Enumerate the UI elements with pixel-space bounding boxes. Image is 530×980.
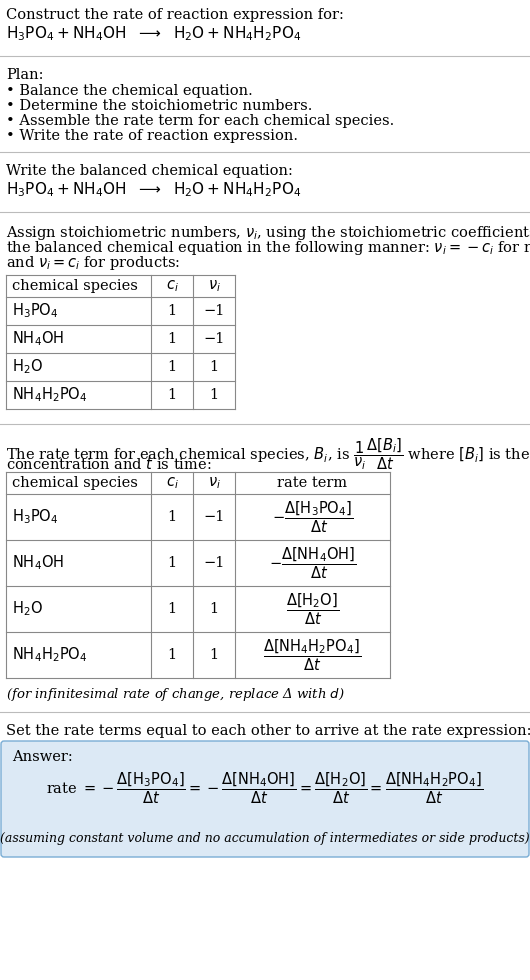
Text: 1: 1 [209,648,218,662]
Text: $\mathrm{H_2O}$: $\mathrm{H_2O}$ [12,358,43,376]
Text: $\nu_i$: $\nu_i$ [208,475,220,491]
Text: Answer:: Answer: [12,750,73,764]
Text: chemical species: chemical species [12,279,138,293]
Text: 1: 1 [167,510,176,524]
Text: $c_i$: $c_i$ [165,278,179,294]
Text: • Balance the chemical equation.: • Balance the chemical equation. [6,84,253,98]
Text: 1: 1 [209,602,218,616]
Text: (assuming constant volume and no accumulation of intermediates or side products): (assuming constant volume and no accumul… [0,832,530,845]
Text: −1: −1 [204,510,225,524]
Text: $\mathrm{NH_4H_2PO_4}$: $\mathrm{NH_4H_2PO_4}$ [12,646,87,664]
FancyBboxPatch shape [1,741,529,857]
Text: • Assemble the rate term for each chemical species.: • Assemble the rate term for each chemic… [6,114,394,128]
Text: $c_i$: $c_i$ [165,475,179,491]
Text: −1: −1 [204,556,225,570]
Text: −1: −1 [204,332,225,346]
Text: Construct the rate of reaction expression for:: Construct the rate of reaction expressio… [6,8,344,22]
Text: $\mathrm{H_3PO_4}$: $\mathrm{H_3PO_4}$ [12,302,58,320]
Text: $\mathrm{H_3PO_4}$: $\mathrm{H_3PO_4}$ [12,508,58,526]
Text: $\mathrm{H_3PO_4 + NH_4OH}$  $\longrightarrow$  $\mathrm{H_2O + NH_4H_2PO_4}$: $\mathrm{H_3PO_4 + NH_4OH}$ $\longrighta… [6,180,302,199]
Text: $-\dfrac{\Delta[\mathrm{H_3PO_4}]}{\Delta t}$: $-\dfrac{\Delta[\mathrm{H_3PO_4}]}{\Delt… [272,499,353,535]
Text: Assign stoichiometric numbers, $\nu_i$, using the stoichiometric coefficients, $: Assign stoichiometric numbers, $\nu_i$, … [6,224,530,242]
Text: rate $= -\dfrac{\Delta[\mathrm{H_3PO_4}]}{\Delta t} = -\dfrac{\Delta[\mathrm{NH_: rate $= -\dfrac{\Delta[\mathrm{H_3PO_4}]… [47,770,483,806]
Text: 1: 1 [167,648,176,662]
Text: $\mathrm{NH_4OH}$: $\mathrm{NH_4OH}$ [12,329,64,348]
Text: $\dfrac{\Delta[\mathrm{NH_4H_2PO_4}]}{\Delta t}$: $\dfrac{\Delta[\mathrm{NH_4H_2PO_4}]}{\D… [263,637,361,673]
Text: and $\nu_i = c_i$ for products:: and $\nu_i = c_i$ for products: [6,254,180,272]
Text: chemical species: chemical species [12,476,138,490]
Text: $-\dfrac{\Delta[\mathrm{NH_4OH}]}{\Delta t}$: $-\dfrac{\Delta[\mathrm{NH_4OH}]}{\Delta… [269,545,356,581]
Text: $\mathrm{H_3PO_4 + NH_4OH}$  $\longrightarrow$  $\mathrm{H_2O + NH_4H_2PO_4}$: $\mathrm{H_3PO_4 + NH_4OH}$ $\longrighta… [6,24,302,43]
Text: Plan:: Plan: [6,68,43,82]
Text: 1: 1 [209,388,218,402]
Text: the balanced chemical equation in the following manner: $\nu_i = -c_i$ for react: the balanced chemical equation in the fo… [6,239,530,257]
Text: $\mathrm{NH_4H_2PO_4}$: $\mathrm{NH_4H_2PO_4}$ [12,386,87,405]
Text: • Determine the stoichiometric numbers.: • Determine the stoichiometric numbers. [6,99,312,113]
Text: $\dfrac{\Delta[\mathrm{H_2O}]}{\Delta t}$: $\dfrac{\Delta[\mathrm{H_2O}]}{\Delta t}… [286,591,339,627]
Text: 1: 1 [167,388,176,402]
Text: The rate term for each chemical species, $B_i$, is $\dfrac{1}{\nu_i}\dfrac{\Delt: The rate term for each chemical species,… [6,436,530,471]
Text: • Write the rate of reaction expression.: • Write the rate of reaction expression. [6,129,298,143]
Text: $\mathrm{H_2O}$: $\mathrm{H_2O}$ [12,600,43,618]
Text: Set the rate terms equal to each other to arrive at the rate expression:: Set the rate terms equal to each other t… [6,724,530,738]
Text: 1: 1 [167,360,176,374]
Text: Write the balanced chemical equation:: Write the balanced chemical equation: [6,164,293,178]
Text: $\mathrm{NH_4OH}$: $\mathrm{NH_4OH}$ [12,554,64,572]
Text: 1: 1 [209,360,218,374]
Text: −1: −1 [204,304,225,318]
Text: 1: 1 [167,332,176,346]
Text: 1: 1 [167,556,176,570]
Text: 1: 1 [167,602,176,616]
Text: rate term: rate term [277,476,348,490]
Text: (for infinitesimal rate of change, replace Δ with $d$): (for infinitesimal rate of change, repla… [6,686,345,703]
Text: 1: 1 [167,304,176,318]
Text: $\nu_i$: $\nu_i$ [208,278,220,294]
Text: concentration and $t$ is time:: concentration and $t$ is time: [6,456,211,472]
